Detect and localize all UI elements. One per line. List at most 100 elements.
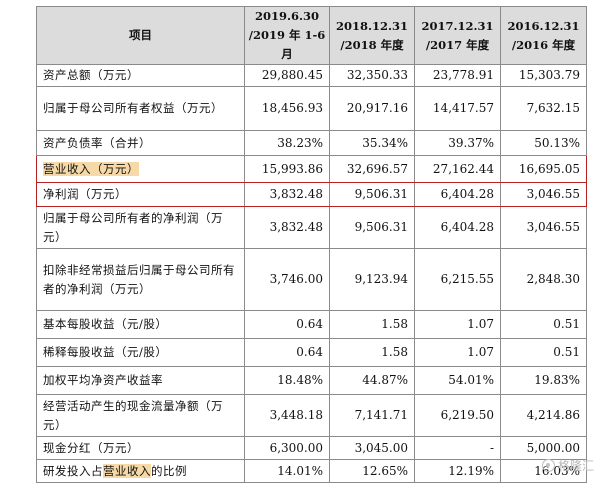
cell-value: 6,219.50 bbox=[414, 394, 501, 437]
cell-value: 32,350.33 bbox=[329, 64, 415, 87]
row-label: 研发投入占营业收入的比例 bbox=[36, 459, 245, 483]
header-col-line1: 2017.12.31 bbox=[421, 18, 494, 33]
cell-value: 9,123.94 bbox=[329, 248, 415, 311]
financial-summary-table: 项目 2019.6.30/2019 年 1-6 月 2018.12.31/201… bbox=[36, 6, 587, 483]
cell-value: 7,141.71 bbox=[329, 394, 415, 437]
header-col-2018: 2018.12.31/2018 年度 bbox=[329, 6, 415, 65]
header-col-2016: 2016.12.31/2016 年度 bbox=[500, 6, 587, 65]
cell-value: 3,046.55 bbox=[500, 206, 587, 249]
cell-value: 29,880.45 bbox=[244, 64, 330, 87]
cell-value: 27,162.44 bbox=[414, 155, 501, 183]
cell-value: 6,215.55 bbox=[414, 248, 501, 311]
cell-value: 3,045.00 bbox=[329, 436, 415, 460]
cell-value: 7,632.15 bbox=[500, 86, 587, 131]
cell-value: 5,000.00 bbox=[500, 436, 587, 460]
row-label: 加权平均净资产收益率 bbox=[36, 366, 245, 395]
cell-value: 0.51 bbox=[500, 338, 587, 367]
row-label: 稀释每股收益（元/股） bbox=[36, 338, 245, 367]
header-col-line2: /2018 年度 bbox=[340, 37, 404, 52]
table-row-rd-ratio: 研发投入占营业收入的比例 14.01% 12.65% 12.19% 16.03% bbox=[36, 459, 587, 483]
table-row-net-profit: 净利润（万元） 3,832.48 9,506.31 6,404.28 3,046… bbox=[36, 182, 587, 207]
cell-value: 3,832.48 bbox=[244, 206, 330, 249]
cell-value: 2,848.30 bbox=[500, 248, 587, 311]
financial-table-container: 项目 2019.6.30/2019 年 1-6 月 2018.12.31/201… bbox=[36, 6, 587, 483]
table-row-parent-net-profit: 归属于母公司所有者的净利润（万元） 3,832.48 9,506.31 6,40… bbox=[36, 206, 587, 249]
cell-value: 15,303.79 bbox=[500, 64, 587, 87]
cell-value: 19.83% bbox=[500, 366, 587, 395]
header-col-2019h1: 2019.6.30/2019 年 1-6 月 bbox=[244, 6, 330, 65]
cell-value: 1.07 bbox=[414, 338, 501, 367]
cell-value: 32,696.57 bbox=[329, 155, 415, 183]
watermark: 格隆汇 bbox=[541, 457, 594, 474]
row-label: 营业收入（万元） bbox=[36, 155, 245, 183]
header-col-line2: /2019 年 1-6 月 bbox=[248, 28, 326, 61]
table-row-cash-dividend: 现金分红（万元） 6,300.00 3,045.00 - 5,000.00 bbox=[36, 436, 587, 460]
cell-value: 18,456.93 bbox=[244, 86, 330, 131]
header-col-line1: 2018.12.31 bbox=[335, 18, 409, 33]
row-label: 扣除非经常损益后归属于母公司所有者的净利润（万元） bbox=[36, 248, 245, 311]
cell-value: 3,046.55 bbox=[500, 182, 587, 207]
cell-value: 3,448.18 bbox=[244, 394, 330, 437]
highlighted-label: 营业收入 bbox=[103, 463, 151, 478]
table-row-debt-ratio: 资产负债率（合并） 38.23% 35.34% 39.37% 50.13% bbox=[36, 130, 587, 156]
header-col-line1: 2019.6.30 bbox=[254, 9, 320, 23]
cell-value: 9,506.31 bbox=[329, 182, 415, 207]
row-label: 现金分红（万元） bbox=[36, 436, 245, 460]
cell-value: 1.58 bbox=[329, 310, 415, 339]
table-row-diluted-eps: 稀释每股收益（元/股） 0.64 1.58 1.07 0.51 bbox=[36, 338, 587, 367]
cell-value: 16,695.05 bbox=[500, 155, 587, 183]
cell-value: 4,214.86 bbox=[500, 394, 587, 437]
cell-value: 50.13% bbox=[500, 130, 587, 156]
header-col-line1: 2016.12.31 bbox=[507, 18, 580, 33]
header-col-line2: /2017 年度 bbox=[425, 37, 490, 52]
cell-value: 35.34% bbox=[329, 130, 415, 156]
cell-value: 6,404.28 bbox=[414, 182, 501, 207]
cell-value: 20,917.16 bbox=[329, 86, 415, 131]
cell-value: 14,417.57 bbox=[414, 86, 501, 131]
table-row-basic-eps: 基本每股收益（元/股） 0.64 1.58 1.07 0.51 bbox=[36, 310, 587, 339]
header-item: 项目 bbox=[36, 6, 245, 65]
header-col-2017: 2017.12.31/2017 年度 bbox=[414, 6, 501, 65]
cell-value: 44.87% bbox=[329, 366, 415, 395]
cell-value: 54.01% bbox=[414, 366, 501, 395]
row-label: 归属于母公司所有者的净利润（万元） bbox=[36, 206, 245, 249]
cell-value: 14.01% bbox=[244, 459, 330, 483]
row-label: 净利润（万元） bbox=[36, 182, 245, 207]
cell-value: 0.51 bbox=[500, 310, 587, 339]
cell-value: 0.64 bbox=[244, 310, 330, 339]
label-part: 研发投入占 bbox=[43, 463, 103, 478]
table-header-row: 项目 2019.6.30/2019 年 1-6 月 2018.12.31/201… bbox=[36, 6, 587, 65]
row-label: 归属于母公司所有者权益（万元） bbox=[36, 86, 245, 131]
row-label: 经营活动产生的现金流量净额（万元） bbox=[36, 394, 245, 437]
watermark-text: 格隆汇 bbox=[557, 459, 594, 473]
cell-value: 38.23% bbox=[244, 130, 330, 156]
cell-value: 18.48% bbox=[244, 366, 330, 395]
cell-value: 39.37% bbox=[414, 130, 501, 156]
cell-value: 1.58 bbox=[329, 338, 415, 367]
row-label: 基本每股收益（元/股） bbox=[36, 310, 245, 339]
cell-value: 23,778.91 bbox=[414, 64, 501, 87]
header-col-line2: /2016 年度 bbox=[511, 37, 576, 52]
table-row-deducted-net-profit: 扣除非经常损益后归属于母公司所有者的净利润（万元） 3,746.00 9,123… bbox=[36, 248, 587, 311]
cell-value: 6,404.28 bbox=[414, 206, 501, 249]
table-row-total-assets: 资产总额（万元） 29,880.45 32,350.33 23,778.91 1… bbox=[36, 64, 587, 87]
cell-value: 3,746.00 bbox=[244, 248, 330, 311]
watermark-logo-icon bbox=[541, 459, 555, 472]
row-label: 资产总额（万元） bbox=[36, 64, 245, 87]
table-row-roe: 加权平均净资产收益率 18.48% 44.87% 54.01% 19.83% bbox=[36, 366, 587, 395]
row-label: 资产负债率（合并） bbox=[36, 130, 245, 156]
cell-value: 15,993.86 bbox=[244, 155, 330, 183]
cell-value: 6,300.00 bbox=[244, 436, 330, 460]
highlighted-label: 营业收入（万元） bbox=[43, 161, 139, 176]
table-row-revenue: 营业收入（万元） 15,993.86 32,696.57 27,162.44 1… bbox=[36, 155, 587, 183]
cell-value: 9,506.31 bbox=[329, 206, 415, 249]
cell-value: 12.65% bbox=[329, 459, 415, 483]
cell-value: - bbox=[414, 436, 501, 460]
cell-value: 3,832.48 bbox=[244, 182, 330, 207]
table-row-parent-equity: 归属于母公司所有者权益（万元） 18,456.93 20,917.16 14,4… bbox=[36, 86, 587, 131]
table-row-operating-cashflow: 经营活动产生的现金流量净额（万元） 3,448.18 7,141.71 6,21… bbox=[36, 394, 587, 437]
label-part: 的比例 bbox=[151, 463, 187, 478]
cell-value: 1.07 bbox=[414, 310, 501, 339]
cell-value: 12.19% bbox=[414, 459, 501, 483]
cell-value: 0.64 bbox=[244, 338, 330, 367]
